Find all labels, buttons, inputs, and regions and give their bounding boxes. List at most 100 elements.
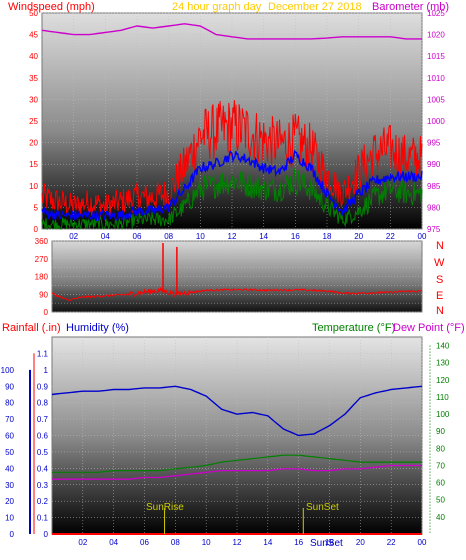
wind-y-tick-0: 0 (34, 225, 39, 234)
wind-x-tick-16: 16 (291, 232, 300, 241)
series-dewpoint (52, 464, 422, 480)
temp-y-tick-130: 130 (436, 359, 450, 368)
rain-y-tick-11: 1.1 (37, 349, 49, 358)
dir-letter-w: W (434, 257, 445, 269)
windspeed-axis-title: Windspeed (mph) (8, 1, 95, 13)
wind-y-tick-10: 10 (29, 182, 38, 191)
wind-y-tick-35: 35 (29, 74, 38, 83)
wind-y-tick-40: 40 (29, 52, 38, 61)
sunrise-label: SunRise (146, 502, 184, 513)
humidity-y-tick-100: 100 (1, 366, 15, 375)
series-windspeed-avg (41, 149, 423, 222)
temp-y-tick-50: 50 (436, 496, 445, 505)
temp-y-tick-140: 140 (436, 342, 450, 351)
temp-y-tick-110: 110 (436, 393, 449, 402)
rain-y-tick-0: 0 (44, 530, 49, 539)
dir-y-tick-180: 180 (35, 273, 49, 282)
wind-x-tick-22: 22 (386, 232, 395, 241)
humidity-y-tick-80: 80 (5, 399, 14, 408)
baro-y-tick-985: 985 (427, 182, 441, 191)
climate-x-tick-10: 10 (202, 538, 211, 547)
climate-x-tick-22: 22 (387, 538, 396, 547)
rain-y-tick-7: 0.7 (37, 415, 49, 424)
climate-x-tick-14: 14 (263, 538, 272, 547)
axis-labels: 0510152025303540455097598098599099510001… (1, 9, 450, 547)
wind-x-tick-20: 20 (354, 232, 363, 241)
humidity-y-tick-40: 40 (5, 464, 14, 473)
temp-y-tick-80: 80 (436, 444, 445, 453)
wind-x-tick-12: 12 (228, 232, 237, 241)
humidity-y-tick-60: 60 (5, 432, 14, 441)
series-wind-direction (51, 286, 423, 301)
series-windspeed-max (41, 100, 423, 218)
climate-x-tick-18: 18 (325, 538, 334, 547)
temp-y-tick-40: 40 (436, 513, 445, 522)
climate-plot-area (51, 336, 423, 535)
rain-y-tick-4: 0.4 (37, 464, 49, 473)
wind-x-tick-02: 02 (69, 232, 78, 241)
dir-y-tick-90: 90 (39, 290, 48, 299)
dir-y-tick-0: 0 (44, 308, 49, 317)
baro-y-tick-975: 975 (427, 225, 441, 234)
climate-x-tick-16: 16 (294, 538, 303, 547)
grid-lines (29, 12, 431, 535)
temp-y-tick-90: 90 (436, 427, 445, 436)
dir-letter-e: E (436, 290, 443, 302)
humidity-y-tick-30: 30 (5, 481, 14, 490)
graph-date: December 27 2018 (268, 1, 362, 13)
wind-x-tick-08: 08 (164, 232, 173, 241)
wind-x-tick-00: 00 (418, 232, 427, 241)
dir-letter-s: S (436, 274, 443, 286)
temp-y-tick-120: 120 (436, 376, 450, 385)
climate-x-tick-06: 06 (140, 538, 149, 547)
rainfall-axis-title: Rainfall (.in) (2, 322, 61, 334)
direction-plot-area (51, 240, 423, 313)
rain-y-tick-5: 0.5 (37, 448, 49, 457)
climate-x-tick-08: 08 (171, 538, 180, 547)
wind-x-tick-04: 04 (101, 232, 110, 241)
temp-y-tick-70: 70 (436, 461, 445, 470)
rain-y-tick-9: 0.9 (37, 382, 49, 391)
rain-y-tick-8: 0.8 (37, 399, 49, 408)
temp-y-tick-60: 60 (436, 479, 445, 488)
dir-y-tick-270: 270 (35, 255, 49, 264)
wind-x-tick-14: 14 (259, 232, 268, 241)
wind-y-tick-50: 50 (29, 9, 38, 18)
wind-y-tick-20: 20 (29, 139, 38, 148)
baro-y-tick-995: 995 (427, 139, 441, 148)
sunset-axis-label: SunSet (310, 538, 343, 549)
baro-y-tick-1000: 1000 (427, 117, 445, 126)
series-barometer (41, 23, 422, 40)
series-temperature (52, 454, 422, 473)
series-humidity (51, 385, 423, 437)
baro-y-tick-1015: 1015 (427, 52, 445, 61)
rain-y-tick-2: 0.2 (37, 497, 49, 506)
series-windspeed-min (41, 168, 423, 230)
humidity-y-tick-10: 10 (5, 514, 14, 523)
humidity-y-tick-50: 50 (5, 448, 14, 457)
wind-x-tick-18: 18 (323, 232, 332, 241)
dewpoint-axis-title: Dew Point (°F) (393, 322, 465, 334)
climate-x-tick-20: 20 (356, 538, 365, 547)
temp-y-tick-100: 100 (436, 410, 450, 419)
baro-y-tick-990: 990 (427, 160, 441, 169)
wind-x-tick-10: 10 (196, 232, 205, 241)
humidity-axis-title: Humidity (%) (66, 322, 129, 334)
wind-y-tick-25: 25 (29, 117, 38, 126)
dir-y-tick-360: 360 (35, 237, 49, 246)
sunset-label: SunSet (306, 502, 339, 513)
barometer-axis-title: Barometer (mb) (372, 1, 449, 13)
climate-x-tick-12: 12 (233, 538, 242, 547)
rain-y-tick-1: 0.1 (37, 514, 49, 523)
baro-y-tick-1020: 1020 (427, 31, 445, 40)
climate-x-tick-04: 04 (109, 538, 118, 547)
dir-letter-n-top: N (436, 240, 444, 252)
humidity-y-tick-90: 90 (5, 382, 14, 391)
humidity-y-tick-20: 20 (5, 497, 14, 506)
baro-y-tick-1010: 1010 (427, 74, 445, 83)
wind-y-tick-30: 30 (29, 95, 38, 104)
baro-y-tick-1005: 1005 (427, 95, 445, 104)
rain-y-tick-3: 0.3 (37, 481, 49, 490)
baro-y-tick-980: 980 (427, 203, 441, 212)
